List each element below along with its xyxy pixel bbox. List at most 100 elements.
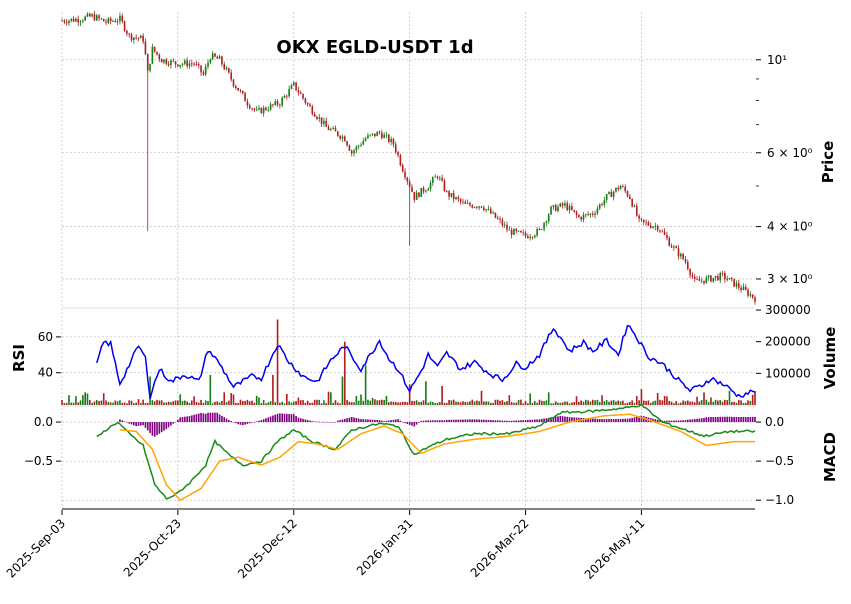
macd-histogram-bar: [190, 415, 193, 423]
candle-body: [404, 171, 406, 178]
volume-bar: [126, 403, 128, 405]
volume-bar: [195, 402, 198, 405]
macd-right-tick-label: −0.5: [765, 454, 794, 468]
candle-body: [464, 201, 467, 204]
candle-body: [654, 225, 657, 227]
macd-histogram-bar: [659, 420, 661, 423]
volume-bar: [397, 402, 399, 405]
volume-bar: [432, 402, 434, 405]
volume-tick-label: 200000: [765, 335, 811, 349]
candle-body: [427, 188, 430, 191]
volume-bar: [105, 400, 107, 405]
candle-body: [95, 15, 98, 21]
candle-body: [119, 15, 121, 22]
candle-body: [693, 276, 696, 279]
candle-body: [499, 218, 501, 220]
macd-histogram-bar: [246, 422, 249, 424]
candle-body: [207, 62, 209, 67]
volume-bar: [316, 399, 318, 405]
candle-body: [466, 203, 469, 204]
candle-body: [677, 248, 680, 257]
candle-body: [325, 120, 328, 127]
rsi-tick-label: 60: [38, 330, 53, 344]
candle-body: [733, 278, 735, 287]
macd-histogram-bar: [543, 418, 545, 423]
volume-bar: [564, 401, 566, 405]
volume-bar: [353, 402, 355, 405]
candle-body: [483, 207, 485, 211]
macd-histogram-bar: [751, 416, 754, 423]
candle-body: [292, 82, 295, 86]
volume-bar: [742, 403, 745, 405]
macd-histogram-bar: [209, 412, 212, 423]
volume-bar: [91, 402, 93, 405]
candle-body: [652, 226, 654, 228]
volume-bar: [601, 395, 603, 405]
candle-body: [390, 139, 392, 143]
candle-body: [496, 217, 499, 219]
macd-histogram-bar: [274, 414, 277, 423]
volume-bar: [425, 381, 427, 405]
volume-bar: [554, 401, 557, 405]
rsi-layer: [96, 324, 756, 399]
volume-bar: [642, 400, 645, 405]
volume-bar: [376, 400, 379, 405]
candle-body: [731, 277, 733, 279]
candle-body: [728, 277, 731, 280]
volume-bar: [177, 400, 179, 405]
macd-histogram-bar: [418, 422, 420, 423]
macd-histogram-bar: [698, 418, 701, 423]
macd-histogram-bar: [364, 419, 367, 423]
macd-histogram-bar: [747, 416, 749, 423]
price-layer: [61, 10, 756, 305]
volume-bar: [754, 391, 756, 405]
volume-bar: [184, 400, 186, 405]
candle-body: [304, 98, 307, 103]
candle-body: [710, 275, 712, 282]
macd-histogram-bar: [214, 412, 216, 423]
macd-histogram-bar: [174, 421, 177, 423]
volume-layer: [61, 319, 756, 405]
volume-bar: [309, 402, 311, 405]
macd-histogram-bar: [123, 421, 126, 423]
macd-histogram-bar: [200, 412, 202, 423]
candle-body: [355, 146, 358, 151]
volume-bar: [415, 400, 418, 405]
macd-histogram-bar: [510, 420, 513, 423]
macd-histogram-bar: [480, 419, 483, 423]
macd-histogram-bar: [306, 420, 309, 423]
macd-histogram-bar: [591, 418, 594, 423]
candle-body: [415, 192, 418, 200]
volume-bar: [181, 400, 184, 405]
macd-histogram-bar: [420, 420, 423, 423]
candle-body: [578, 214, 580, 218]
volume-bar: [304, 402, 307, 405]
volume-bar: [327, 391, 330, 405]
volume-bar: [130, 400, 133, 405]
candle-body: [369, 134, 372, 136]
macd-histogram-bar: [455, 419, 457, 423]
macd-histogram-bar: [369, 419, 372, 423]
candle-body: [520, 230, 522, 233]
volume-bar: [371, 397, 374, 405]
candle-body: [633, 205, 636, 207]
candle-body: [381, 132, 383, 139]
candle-body: [146, 54, 149, 71]
macd-histogram-bar: [385, 420, 388, 423]
candle-body: [144, 41, 147, 55]
volume-bar: [241, 401, 244, 405]
volume-bar: [255, 395, 258, 405]
candle-body: [649, 225, 652, 228]
volume-bar: [286, 393, 288, 405]
macd-histogram-bar: [624, 418, 627, 423]
candle-body: [258, 107, 260, 110]
candle-body: [248, 105, 251, 109]
candle-body: [269, 104, 272, 110]
macd-histogram-bar: [529, 419, 531, 423]
candle-body: [385, 134, 388, 136]
candle-body: [513, 229, 515, 235]
candle-body: [719, 272, 722, 281]
macd-histogram-bar: [425, 420, 427, 423]
candle-body: [603, 200, 606, 205]
macd-histogram-bar: [663, 420, 666, 423]
